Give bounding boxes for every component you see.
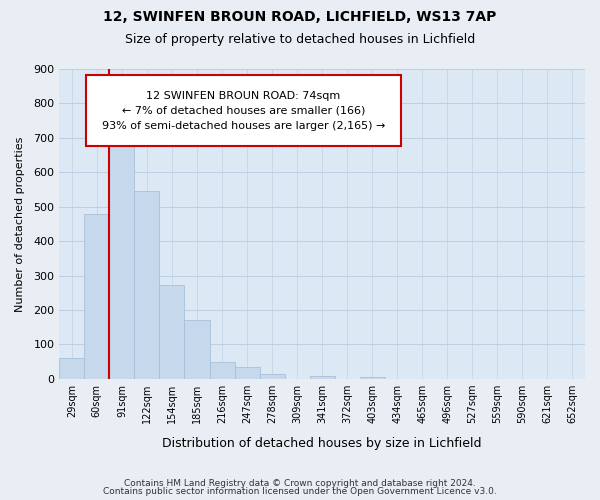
FancyBboxPatch shape bbox=[86, 75, 401, 146]
Text: Size of property relative to detached houses in Lichfield: Size of property relative to detached ho… bbox=[125, 32, 475, 46]
Text: Contains public sector information licensed under the Open Government Licence v3: Contains public sector information licen… bbox=[103, 488, 497, 496]
Bar bbox=[59, 358, 85, 379]
Bar bbox=[209, 362, 235, 379]
Bar bbox=[260, 374, 284, 379]
X-axis label: Distribution of detached houses by size in Lichfield: Distribution of detached houses by size … bbox=[163, 437, 482, 450]
Bar bbox=[85, 214, 109, 379]
Text: 12, SWINFEN BROUN ROAD, LICHFIELD, WS13 7AP: 12, SWINFEN BROUN ROAD, LICHFIELD, WS13 … bbox=[103, 10, 497, 24]
Text: Contains HM Land Registry data © Crown copyright and database right 2024.: Contains HM Land Registry data © Crown c… bbox=[124, 478, 476, 488]
Bar bbox=[235, 366, 260, 379]
Bar bbox=[134, 191, 160, 379]
Bar bbox=[184, 320, 209, 379]
Bar bbox=[109, 131, 134, 379]
Bar bbox=[310, 376, 335, 379]
Text: 12 SWINFEN BROUN ROAD: 74sqm
← 7% of detached houses are smaller (166)
93% of se: 12 SWINFEN BROUN ROAD: 74sqm ← 7% of det… bbox=[101, 91, 385, 130]
Y-axis label: Number of detached properties: Number of detached properties bbox=[15, 136, 25, 312]
Bar bbox=[360, 377, 385, 379]
Bar bbox=[160, 285, 184, 379]
